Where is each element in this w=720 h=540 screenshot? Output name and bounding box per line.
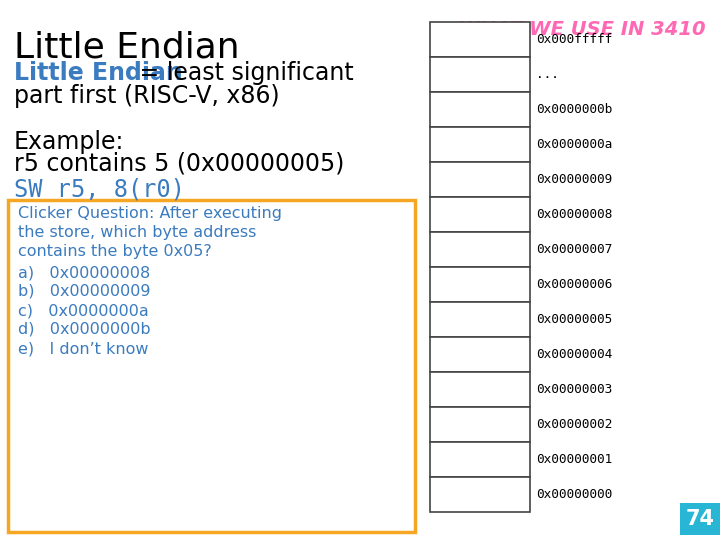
Bar [430,57,530,92]
Text: 0x00000005: 0x00000005 [536,313,612,326]
Text: Clicker Question: After executing: Clicker Question: After executing [18,206,282,221]
Bar [430,477,530,512]
Bar [430,92,530,127]
Text: d)   0x0000000b: d) 0x0000000b [18,322,150,337]
Bar [430,302,530,337]
Text: e)   I don’t know: e) I don’t know [18,341,148,356]
Bar [430,442,530,477]
Text: 0x00000007: 0x00000007 [536,243,612,256]
Text: r5 contains 5 (0x00000005): r5 contains 5 (0x00000005) [14,152,344,176]
Text: 0x00000009: 0x00000009 [536,173,612,186]
Text: ...: ... [536,68,559,81]
Text: = least significant: = least significant [132,61,354,85]
Bar [430,337,530,372]
Text: Little Endian: Little Endian [14,30,240,64]
Bar [430,162,530,197]
Text: Example:: Example: [14,130,125,154]
Text: 0x0000000b: 0x0000000b [536,103,612,116]
Text: a)   0x00000008: a) 0x00000008 [18,265,150,280]
Text: 0x00000001: 0x00000001 [536,453,612,466]
Text: 0x000fffff: 0x000fffff [536,33,612,46]
Bar [430,407,530,442]
Text: 0x00000000: 0x00000000 [536,488,612,501]
Text: 74: 74 [685,509,714,529]
Text: Little Endian: Little Endian [14,61,183,85]
Text: the store, which byte address: the store, which byte address [18,225,256,240]
Bar [430,232,530,267]
Text: c)   0x0000000a: c) 0x0000000a [18,303,149,318]
Bar [430,127,530,162]
Text: contains the byte 0x05?: contains the byte 0x05? [18,244,212,259]
Text: 0x00000008: 0x00000008 [536,208,612,221]
Bar [680,503,720,535]
Text: part first (RISC-V, x86): part first (RISC-V, x86) [14,84,279,108]
Text: WHAT WE USE IN 3410: WHAT WE USE IN 3410 [459,20,706,39]
Text: SW r5, 8(r0): SW r5, 8(r0) [14,178,185,202]
Bar [430,197,530,232]
Bar [8,200,415,532]
Bar [430,372,530,407]
Text: 0x00000003: 0x00000003 [536,383,612,396]
Text: 0x0000000a: 0x0000000a [536,138,612,151]
Bar [430,267,530,302]
Text: 0x00000004: 0x00000004 [536,348,612,361]
Text: 0x00000002: 0x00000002 [536,418,612,431]
Bar [430,22,530,57]
Text: b)   0x00000009: b) 0x00000009 [18,284,150,299]
Text: 0x00000006: 0x00000006 [536,278,612,291]
